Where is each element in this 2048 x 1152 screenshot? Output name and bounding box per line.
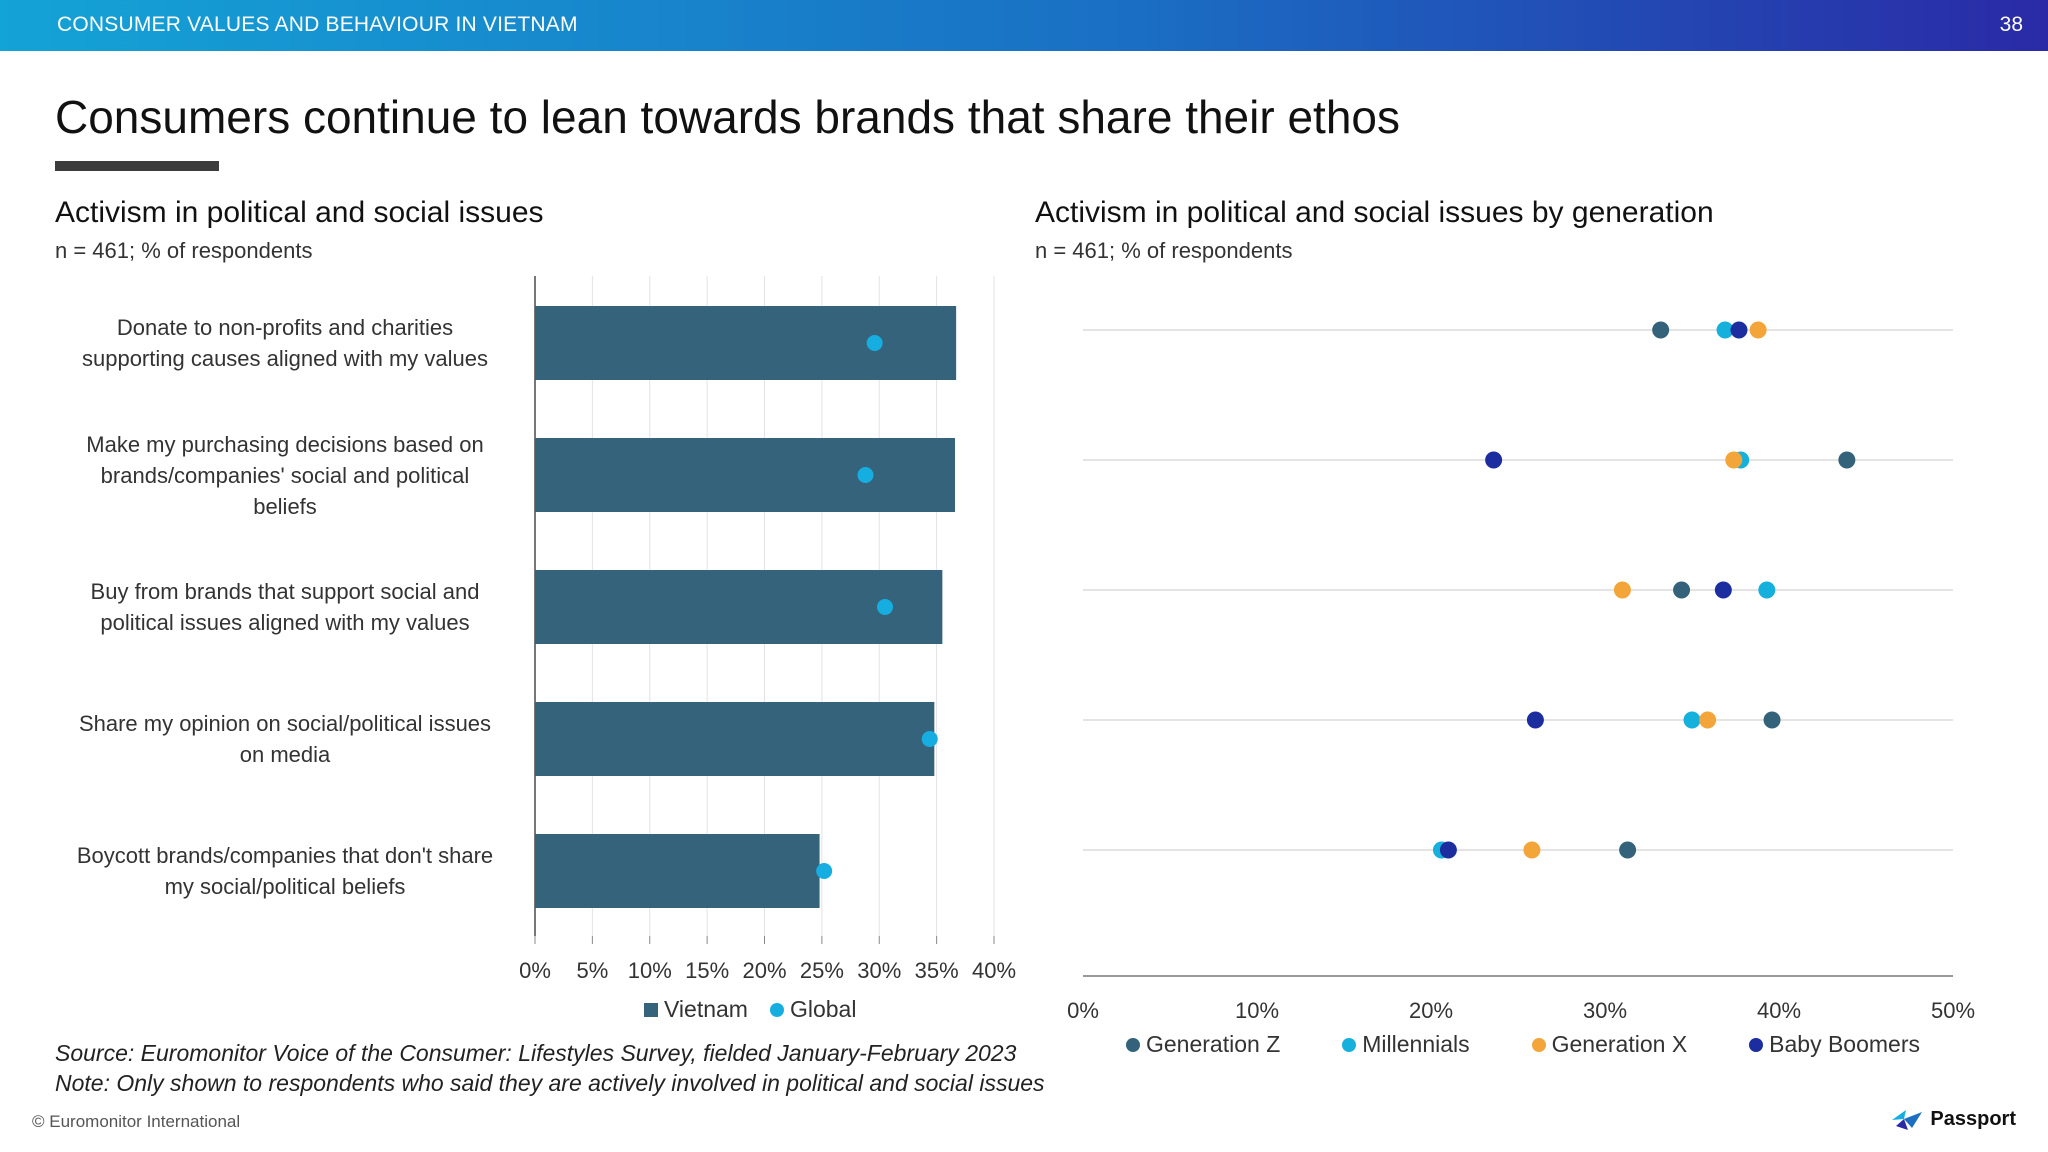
x-tick-label: 10% bbox=[1235, 998, 1279, 1020]
category-label: Boycott brands/companies that don't shar… bbox=[50, 840, 520, 902]
category-label: Make my purchasing decisions based on bra… bbox=[50, 429, 520, 522]
dot-baby-boomers bbox=[1485, 451, 1503, 469]
bar-vietnam bbox=[535, 438, 955, 512]
dot-generation-x bbox=[1613, 581, 1631, 599]
legend-label-gen-x: Generation X bbox=[1551, 1031, 1688, 1057]
x-tick-label: 0% bbox=[1067, 998, 1099, 1020]
right-chart-title: Activism in political and social issues … bbox=[1035, 196, 1714, 229]
legend-item-millennials: Millennials bbox=[1342, 1031, 1470, 1058]
legend-label-baby-boomers: Baby Boomers bbox=[1769, 1031, 1921, 1057]
x-tick-label: 35% bbox=[915, 958, 959, 983]
dot-global bbox=[921, 731, 938, 747]
millennials-swatch bbox=[1342, 1037, 1357, 1052]
category-label-line: Share my opinion on social/political iss… bbox=[78, 711, 492, 736]
x-tick-label: 50% bbox=[1931, 998, 1975, 1020]
dot-generation-z bbox=[1652, 321, 1670, 339]
page-title: Consumers continue to lean towards brand… bbox=[55, 91, 1400, 143]
category-label: Donate to non-profits and charities suppo… bbox=[50, 312, 520, 374]
note-text: Note: Only shown to respondents who said… bbox=[55, 1070, 1045, 1096]
left-chart-subtitle: n = 461; % of respondents bbox=[55, 238, 313, 263]
category-label: Buy from brands that support social and p… bbox=[50, 576, 520, 638]
section-title: CONSUMER VALUES AND BEHAVIOUR IN VIETNAM bbox=[57, 13, 578, 36]
x-tick-label: 20% bbox=[742, 958, 786, 983]
vietnam-swatch bbox=[644, 1002, 658, 1017]
bar-chart: 0% 5% 10% 15% 20% 25% 30% 35% 40% bbox=[519, 276, 1016, 983]
legend-item-global: Global bbox=[769, 996, 857, 1023]
x-tick-label: 5% bbox=[576, 958, 608, 983]
bar-vietnam bbox=[535, 570, 943, 644]
dot-generation-z bbox=[1673, 581, 1691, 599]
passport-logo-icon bbox=[1892, 1110, 1923, 1130]
legend-item-baby-boomers: Baby Boomers bbox=[1749, 1031, 1920, 1058]
legend-label-vietnam: Vietnam bbox=[664, 996, 748, 1022]
bar-vietnam bbox=[535, 306, 957, 380]
category-label-line: brands/companies' social and political bbox=[100, 462, 470, 488]
header-bar: CONSUMER VALUES AND BEHAVIOUR IN VIETNAM… bbox=[0, 0, 2048, 51]
dot-baby-boomers bbox=[1439, 841, 1457, 859]
legend-item-gen-x: Generation X bbox=[1531, 1031, 1688, 1058]
right-chart-subtitle: n = 461; % of respondents bbox=[1035, 238, 1293, 263]
dot-global bbox=[866, 335, 883, 351]
dot-generation-z bbox=[1619, 841, 1637, 859]
x-tick-label: 25% bbox=[800, 958, 844, 983]
legend-label-global: Global bbox=[789, 996, 857, 1022]
legend-item-vietnam: Vietnam bbox=[644, 996, 748, 1023]
bar-vietnam bbox=[535, 702, 935, 776]
x-tick-label: 30% bbox=[857, 958, 901, 983]
category-label-line: Make my purchasing decisions based on bbox=[86, 431, 484, 457]
dot-generation-x bbox=[1699, 711, 1717, 729]
dot-generation-z bbox=[1838, 451, 1856, 469]
x-tick-label: 40% bbox=[972, 958, 1016, 983]
dot-millennials bbox=[1716, 321, 1734, 339]
x-tick-label: 0% bbox=[519, 958, 551, 983]
copyright: © Euromonitor International bbox=[32, 1112, 241, 1131]
page-number: 38 bbox=[1999, 13, 2023, 36]
legend-item-gen-z: Generation Z bbox=[1126, 1031, 1280, 1058]
dot-baby-boomers bbox=[1730, 321, 1748, 339]
category-label-line: political issues aligned with my values bbox=[100, 610, 470, 635]
dot-generation-x bbox=[1725, 451, 1743, 469]
dot-global bbox=[816, 863, 833, 879]
source-text: Source: Euromonitor Voice of the Consume… bbox=[55, 1040, 1017, 1066]
gen-x-swatch bbox=[1531, 1037, 1546, 1052]
bar-vietnam bbox=[535, 834, 820, 908]
x-tick-label: 15% bbox=[685, 958, 729, 983]
dot-millennials bbox=[1758, 581, 1776, 599]
dot-generation-z bbox=[1763, 711, 1781, 729]
category-label-line: Donate to non-profits and charities bbox=[116, 315, 454, 340]
category-label-line: Boycott brands/companies that don't shar… bbox=[76, 843, 494, 868]
dot-global bbox=[876, 599, 893, 615]
left-chart-title: Activism in political and social issues bbox=[55, 196, 544, 229]
dot-baby-boomers bbox=[1714, 581, 1732, 599]
dot-baby-boomers bbox=[1526, 711, 1544, 729]
left-chart-legend: Vietnam Global bbox=[644, 996, 878, 1023]
x-tick-label: 40% bbox=[1757, 998, 1801, 1020]
category-label-line: supporting causes aligned with my values bbox=[81, 346, 488, 371]
legend-label-gen-z: Generation Z bbox=[1146, 1031, 1281, 1057]
category-label: Share my opinion on social/political iss… bbox=[50, 708, 520, 770]
logo-text: Passport bbox=[1930, 1107, 2016, 1130]
category-label-line: Buy from brands that support social and bbox=[90, 579, 480, 604]
gen-z-swatch bbox=[1126, 1037, 1140, 1052]
source-note: Source: Euromonitor Voice of the Consume… bbox=[55, 1038, 1045, 1098]
title-underline bbox=[55, 161, 219, 171]
x-tick-label: 10% bbox=[628, 958, 672, 983]
dot-global bbox=[857, 467, 874, 483]
dot-millennials bbox=[1683, 711, 1701, 729]
x-tick-label: 30% bbox=[1583, 998, 1627, 1020]
category-label-line: my social/political beliefs bbox=[164, 874, 406, 899]
passport-logo: Passport bbox=[1890, 1106, 2016, 1132]
global-swatch bbox=[769, 1002, 784, 1017]
category-label-line: beliefs bbox=[253, 493, 317, 519]
category-label-line: on media bbox=[239, 742, 331, 767]
dot-plot: 0% 10% 20% 30% 40% 50% bbox=[1067, 321, 1975, 1020]
right-chart-legend: Generation Z Millennials Generation X Ba… bbox=[1126, 1031, 1942, 1058]
dot-generation-x bbox=[1749, 321, 1767, 339]
dot-generation-x bbox=[1523, 841, 1541, 859]
baby-boomers-swatch bbox=[1749, 1037, 1764, 1052]
legend-label-millennials: Millennials bbox=[1362, 1031, 1470, 1057]
x-tick-label: 20% bbox=[1409, 998, 1453, 1020]
